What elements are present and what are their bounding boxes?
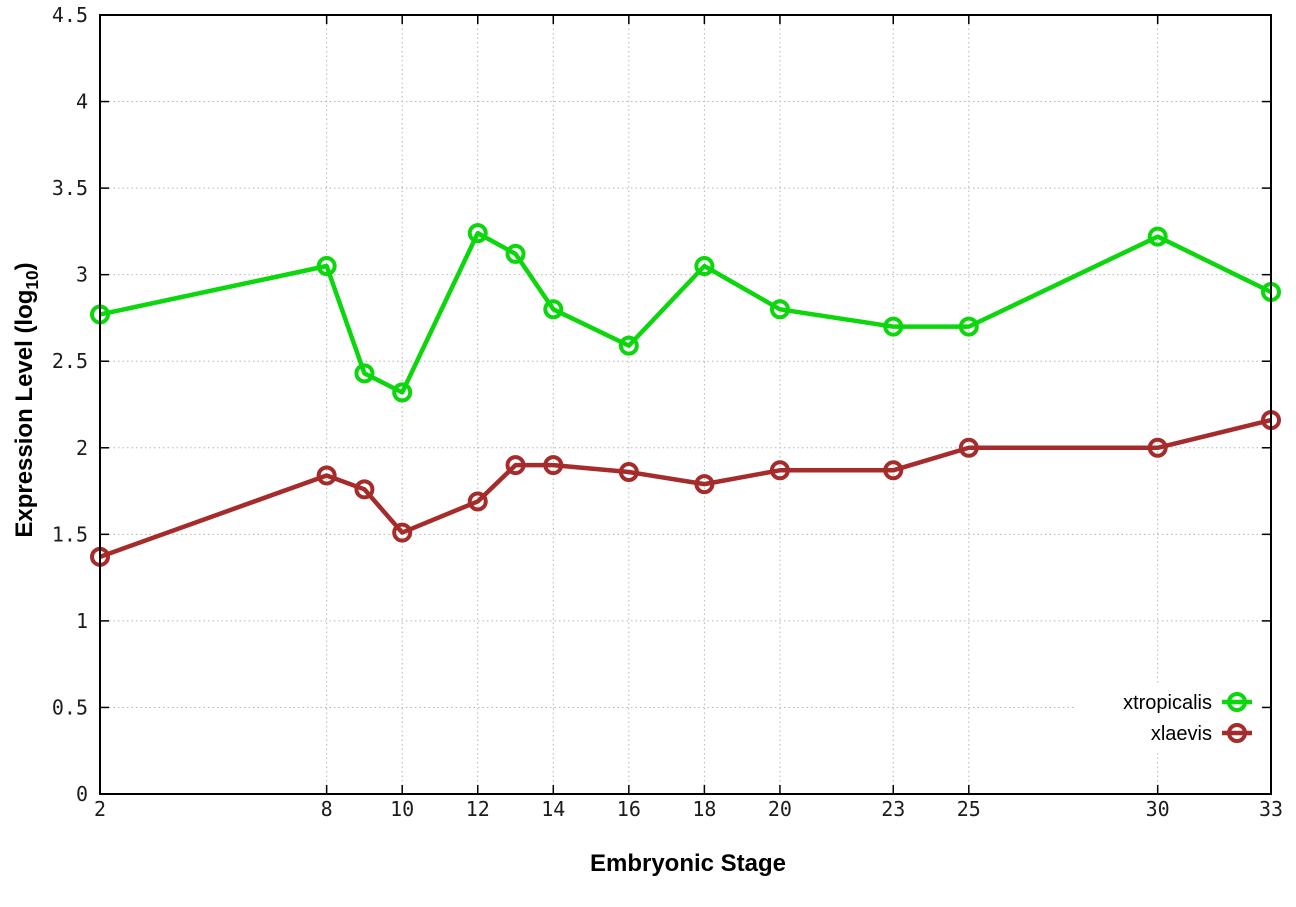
- data-point-xtropicalis: [1147, 226, 1168, 247]
- x-tick-label: 23: [881, 797, 905, 821]
- y-tick-label: 1: [76, 609, 88, 633]
- data-point-xlaevis: [1147, 437, 1168, 458]
- y-tick-label: 0: [76, 782, 88, 806]
- plot-border: [99, 14, 1272, 795]
- data-point-xlaevis: [769, 460, 790, 481]
- x-axis-title: Embryonic Stage: [589, 850, 787, 877]
- x-tick-label: 10: [390, 797, 414, 821]
- y-tick-label: 1.5: [52, 522, 88, 546]
- data-point-xtropicalis: [354, 363, 375, 384]
- y-axis-title-subscript: 10: [21, 270, 42, 290]
- x-tick-label: 8: [321, 797, 333, 821]
- legend-marker-point-xlaevis: [1227, 723, 1247, 743]
- x-tick-label: 2: [94, 797, 106, 821]
- data-point-xtropicalis: [316, 256, 337, 277]
- data-point-xtropicalis: [769, 299, 790, 320]
- data-point-xlaevis: [505, 455, 526, 476]
- x-tick-label: 16: [617, 797, 641, 821]
- data-point-xtropicalis: [467, 223, 488, 244]
- series-line-xtropicalis: [99, 230, 1272, 395]
- data-point-xtropicalis: [392, 382, 413, 403]
- y-tick-label: 4: [76, 90, 88, 114]
- x-tick-label: 18: [692, 797, 716, 821]
- data-point-xlaevis: [958, 437, 979, 458]
- series-line-xlaevis: [99, 417, 1272, 559]
- y-axis-title-text: Expression Level (log: [11, 289, 39, 538]
- y-tick-label: 2.5: [52, 349, 88, 373]
- x-tick-label: 30: [1146, 797, 1170, 821]
- data-point-xtropicalis: [958, 316, 979, 337]
- y-tick-label: 0.5: [52, 695, 88, 719]
- data-point-xtropicalis: [543, 299, 564, 320]
- legend-label-xtropicalis: xtropicalis: [1123, 692, 1212, 714]
- x-tick-label: 33: [1259, 797, 1283, 821]
- x-tick-label: 25: [957, 797, 981, 821]
- data-point-xlaevis: [467, 491, 488, 512]
- data-point-xtropicalis: [618, 335, 639, 356]
- y-axis-title: Expression Level (log10): [11, 262, 43, 537]
- data-point-xlaevis: [316, 465, 337, 486]
- data-point-xtropicalis: [505, 243, 526, 264]
- data-point-xlaevis: [694, 474, 715, 495]
- x-tick-label: 14: [541, 797, 565, 821]
- data-point-xtropicalis: [883, 316, 904, 337]
- data-point-xlaevis: [543, 455, 564, 476]
- legend-label-xlaevis: xlaevis: [1151, 723, 1212, 745]
- x-tick-label: 12: [466, 797, 490, 821]
- y-tick-label: 3: [76, 263, 88, 287]
- y-tick-label: 4.5: [52, 3, 88, 27]
- data-point-xlaevis: [618, 462, 639, 483]
- data-point-xlaevis: [354, 479, 375, 500]
- y-axis-title-close: ): [11, 262, 39, 271]
- data-point-xtropicalis: [694, 256, 715, 277]
- legend-marker-point-xtropicalis: [1227, 692, 1247, 712]
- x-tick-label: 20: [768, 797, 792, 821]
- y-tick-label: 2: [76, 436, 88, 460]
- data-point-xlaevis: [883, 460, 904, 481]
- data-point-xlaevis: [392, 522, 413, 543]
- y-tick-label: 3.5: [52, 176, 88, 200]
